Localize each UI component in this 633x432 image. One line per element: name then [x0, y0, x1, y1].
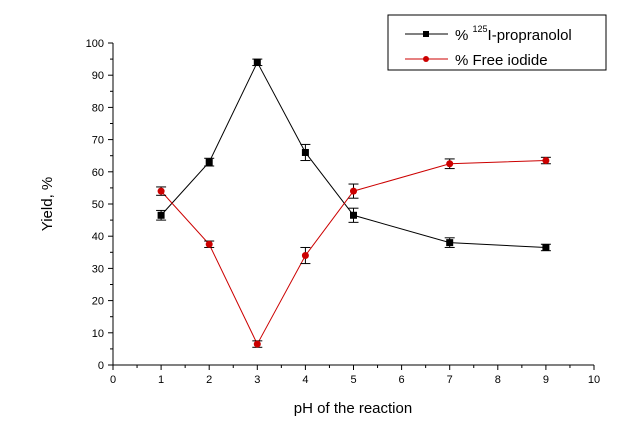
- y-tick-label: 80: [92, 102, 104, 114]
- series-1: [156, 156, 551, 348]
- x-tick-label: 4: [302, 374, 308, 386]
- axes: [112, 43, 594, 366]
- series-layer: [156, 58, 551, 348]
- legend-label-propranolol-sup: 125: [473, 24, 488, 34]
- x-axis-title: pH of the reaction: [294, 400, 412, 417]
- y-tick-label: 100: [86, 38, 104, 50]
- x-tick-label: 8: [495, 374, 501, 386]
- y-tick-label: 10: [92, 328, 104, 340]
- x-tick-label: 9: [543, 374, 549, 386]
- x-tick-label: 3: [254, 374, 260, 386]
- legend-label-propranolol-prefix: %: [455, 27, 473, 44]
- x-tick-label: 7: [447, 374, 453, 386]
- y-tick-label: 30: [92, 263, 104, 275]
- data-point: [253, 340, 261, 348]
- y-axis-title: Yield, %: [39, 177, 56, 231]
- y-tick-label: 60: [92, 167, 104, 179]
- x-tick-label: 1: [158, 374, 164, 386]
- data-point: [205, 158, 213, 166]
- data-point: [253, 58, 261, 66]
- y-tick-label: 90: [92, 70, 104, 82]
- data-point: [205, 240, 213, 248]
- data-point: [542, 157, 550, 165]
- series-0: [156, 58, 551, 252]
- x-tick-label: 10: [588, 374, 600, 386]
- legend: % 125I-propranolol % Free iodide: [387, 14, 607, 71]
- y-tick-label: 20: [92, 296, 104, 308]
- data-point: [542, 243, 550, 251]
- y-tick-label: 40: [92, 231, 104, 243]
- x-tick-label: 6: [399, 374, 405, 386]
- data-point: [157, 187, 165, 195]
- legend-label-free-iodide: % Free iodide: [455, 52, 548, 69]
- legend-marker-free-iodide: [423, 56, 429, 62]
- x-tick-label: 2: [206, 374, 212, 386]
- y-tick-label: 50: [92, 199, 104, 211]
- data-point: [350, 187, 357, 195]
- y-tick-label: 0: [98, 360, 104, 372]
- x-tick-label: 0: [110, 374, 116, 386]
- legend-label-propranolol-suffix: I-propranolol: [488, 27, 572, 44]
- data-point: [446, 160, 454, 168]
- data-point: [301, 252, 309, 260]
- legend-label-propranolol: % 125I-propranolol: [455, 24, 572, 44]
- legend-marker-propranolol: [423, 31, 429, 37]
- data-point: [157, 211, 165, 219]
- y-tick-label: 70: [92, 135, 104, 147]
- data-point: [350, 211, 357, 219]
- x-tick-label: 5: [350, 374, 356, 386]
- data-point: [446, 239, 454, 247]
- data-point: [301, 148, 309, 156]
